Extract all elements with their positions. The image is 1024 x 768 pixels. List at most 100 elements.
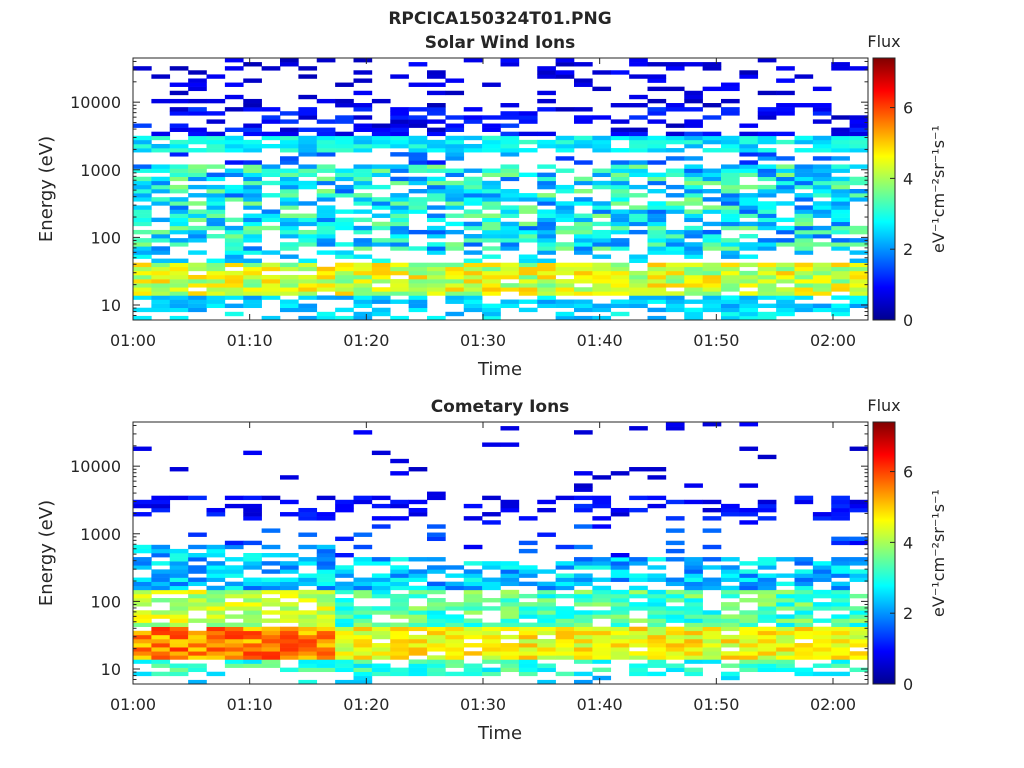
spectrogram-cell	[757, 565, 777, 570]
spectrogram-cell	[390, 287, 409, 292]
spectrogram-cell	[721, 217, 740, 223]
spectrogram-cell	[427, 491, 446, 496]
spectrogram-cell	[408, 135, 428, 141]
colorbar-title: Flux	[867, 32, 900, 51]
spectrogram-cell	[463, 626, 483, 632]
spectrogram-cell	[408, 303, 428, 309]
spectrogram-cell	[702, 622, 722, 627]
spectrogram-cell	[555, 606, 575, 611]
spectrogram-cell	[353, 630, 373, 636]
spectrogram-cell	[776, 189, 795, 194]
spectrogram-cell	[812, 205, 832, 210]
spectrogram-cell	[224, 283, 244, 288]
spectrogram-cell	[316, 119, 336, 124]
spectrogram-cell	[316, 152, 336, 157]
spectrogram-cell	[629, 221, 648, 227]
spectrogram-cell	[812, 565, 832, 570]
spectrogram-cell	[794, 655, 814, 660]
spectrogram-cell	[739, 172, 759, 178]
spectrogram-cell	[794, 561, 814, 566]
spectrogram-cell	[188, 663, 207, 668]
spectrogram-cell	[408, 499, 428, 505]
spectrogram-cell	[849, 262, 869, 268]
spectrogram-cell	[665, 295, 685, 300]
spectrogram-cell	[537, 569, 556, 574]
spectrogram-cell	[224, 184, 244, 190]
x-tick-label: 01:30	[460, 695, 506, 714]
spectrogram-cell	[463, 577, 483, 582]
spectrogram-cell	[647, 606, 667, 611]
y-axis-label: Energy (eV)	[36, 136, 57, 242]
spectrogram-cell	[776, 598, 795, 603]
spectrogram-cell	[794, 495, 814, 501]
spectrogram-cell	[298, 262, 318, 268]
spectrogram-cell	[831, 589, 850, 595]
spectrogram-cell	[776, 307, 795, 313]
spectrogram-cell	[261, 66, 281, 71]
spectrogram-cell	[702, 647, 722, 652]
spectrogram-cell	[243, 184, 262, 190]
spectrogram-cell	[390, 168, 409, 173]
x-tick-label: 01:20	[343, 331, 389, 350]
spectrogram-cell	[408, 143, 428, 149]
spectrogram-cell	[629, 589, 648, 595]
spectrogram-cell	[757, 279, 777, 284]
spectrogram-cell	[592, 524, 612, 529]
spectrogram-cell	[776, 156, 795, 161]
spectrogram-cell	[684, 274, 703, 280]
spectrogram-cell	[739, 131, 759, 137]
spectrogram-cell	[518, 266, 538, 272]
spectrogram-cell	[831, 614, 850, 619]
spectrogram-cell	[335, 659, 354, 664]
spectrogram-cell	[812, 119, 832, 124]
spectrogram-cell	[757, 135, 777, 141]
spectrogram-cell	[151, 180, 171, 186]
spectrogram-cell	[721, 184, 740, 190]
spectrogram-cell	[371, 503, 391, 509]
spectrogram-cell	[169, 663, 189, 668]
spectrogram-cell	[555, 242, 575, 247]
spectrogram-cell	[169, 217, 189, 223]
spectrogram-cell	[537, 618, 556, 623]
spectrogram-cell	[298, 593, 318, 599]
spectrogram-cell	[390, 598, 409, 603]
spectrogram-cell	[794, 103, 814, 108]
spectrogram-cell	[849, 303, 869, 309]
spectrogram-cell	[555, 610, 575, 615]
spectrogram-cell	[555, 643, 575, 648]
spectrogram-cell	[151, 135, 171, 141]
spectrogram-cell	[831, 307, 850, 313]
spectrogram-cell	[739, 70, 759, 75]
spectrogram-cell	[390, 143, 409, 149]
spectrogram-cell	[849, 283, 869, 288]
spectrogram-cell	[592, 221, 612, 227]
spectrogram-cell	[776, 299, 795, 304]
spectrogram-cell	[224, 589, 244, 595]
spectrogram-cell	[280, 569, 299, 574]
spectrogram-cell	[298, 663, 318, 668]
spectrogram-cell	[647, 643, 667, 648]
spectrogram-cell	[500, 103, 520, 108]
spectrogram-cell	[335, 585, 354, 591]
spectrogram-cell	[537, 197, 556, 202]
y-tick-label: 10	[101, 660, 121, 679]
spectrogram-cell	[592, 585, 612, 591]
spectrogram-cell	[151, 168, 171, 173]
spectrogram-cell	[739, 512, 759, 517]
spectrogram-cell	[408, 651, 428, 656]
spectrogram-cell	[831, 279, 850, 284]
spectrogram-cell	[537, 250, 556, 255]
spectrogram-cell	[482, 630, 501, 636]
spectrogram-cell	[647, 279, 667, 284]
spectrogram-cell	[757, 315, 777, 321]
spectrogram-cell	[298, 238, 318, 243]
spectrogram-cell	[574, 119, 593, 124]
spectrogram-cell	[463, 671, 483, 677]
spectrogram-cell	[629, 593, 648, 599]
spectrogram-cell	[353, 168, 373, 173]
spectrogram-cell	[702, 577, 722, 582]
spectrogram-cell	[243, 107, 262, 112]
spectrogram-cell	[500, 274, 520, 280]
spectrogram-cell	[427, 213, 446, 218]
spectrogram-cell	[188, 148, 207, 153]
